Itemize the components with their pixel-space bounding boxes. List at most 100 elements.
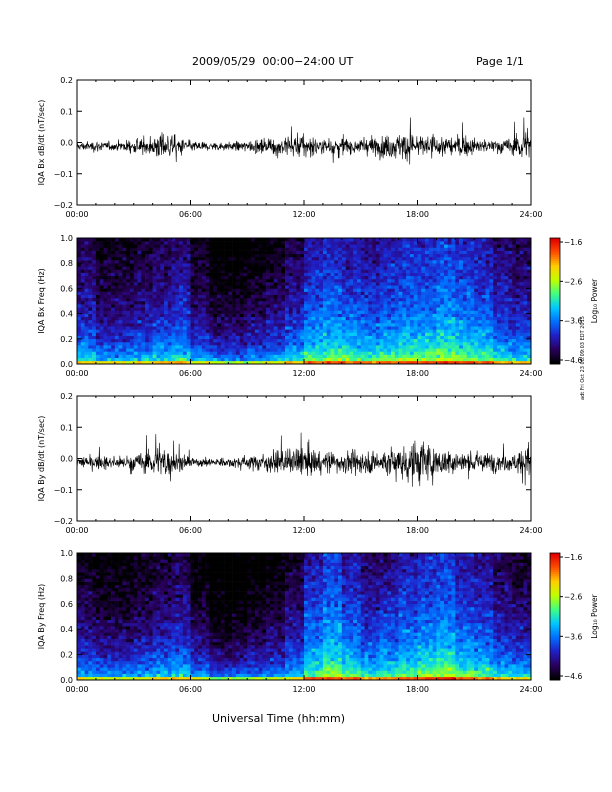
spectrogram-cell [315,354,320,358]
spectrogram-cell [273,319,278,324]
spectrogram-cell [368,238,373,242]
spectrogram-cell [296,263,301,267]
spectrogram-cell [216,310,222,314]
spectrogram-cell [277,323,282,327]
spectrogram-cell [394,316,399,321]
spectrogram-cell [504,313,509,318]
spectrogram-cell [368,360,373,365]
spectrogram-cell [273,291,278,295]
spectrogram-cell [148,335,153,340]
spectrogram-cell [160,335,165,340]
spectrogram-cell [500,335,505,340]
spectrogram-cell [387,247,392,251]
spectrogram-cell [201,282,206,286]
spectrogram-cell [489,269,494,273]
spectrogram-cell [368,266,373,270]
spectrogram-cell [319,341,324,346]
spectrogram-cell [84,291,89,295]
spectrogram-cell [504,256,509,261]
spectrogram-cell [413,256,418,261]
spectrogram-cell [379,266,384,270]
spectrogram-cell [243,275,248,280]
spectrogram-cell [118,253,123,258]
spectrogram-cell [111,335,116,340]
spectrogram-cell [254,313,259,318]
spectrogram-cell [485,357,490,362]
spectrogram-cell [126,345,131,349]
spectrogram-cell [235,238,240,242]
spectrogram-cell [421,319,426,324]
spectrogram-cell [319,360,324,365]
spectrogram-cell [512,241,517,245]
spectrogram-cell [481,341,486,346]
spectrogram-cell [319,351,324,355]
spectrogram-cell [133,260,138,264]
spectrogram-cell [175,294,180,299]
spectrogram-cell [500,291,505,295]
spectrogram-cell [80,285,85,289]
spectrogram-cell [114,247,119,251]
spectrogram-cell [425,253,430,258]
spectrogram-cell [273,250,278,255]
spectrogram-cell [107,323,112,327]
spectrogram-cell [129,329,135,333]
spectrogram-cell [478,338,483,343]
spectrogram-cell [228,326,233,330]
spectrogram-cell [103,297,108,302]
spectrogram-cell [523,341,528,346]
spectrogram-cell [474,297,479,302]
spectrogram-cell [364,310,369,314]
spectrogram-cell [133,241,138,245]
spectrogram-cell [478,260,483,264]
spectrogram-cell [432,256,437,261]
spectrogram-cell [341,269,346,273]
spectrogram-cell [523,288,528,292]
spectrogram-cell [114,260,119,264]
spectrogram-cell [103,357,108,362]
spectrogram-cell [500,294,505,299]
spectrogram-cell [406,285,411,289]
spectrogram-cell [186,297,191,302]
spectrogram-cell [111,329,116,333]
spectrogram-cell [341,310,346,314]
spectrogram-cell [133,269,138,273]
spectrogram-cell [99,285,104,289]
spectrogram-cell [137,253,142,258]
spectrogram-cell [118,238,123,242]
spectrogram-cell [504,263,509,267]
spectrogram-cell [77,250,82,255]
spectrogram-cell [500,326,505,330]
spectrogram-cell [198,335,203,340]
spectrogram-cell [474,313,479,318]
spectrogram-cell [356,238,362,242]
spectrogram-cell [152,266,157,270]
spectrogram-cell [356,301,362,305]
spectrogram-cell [80,282,85,286]
spectrogram-cell [262,332,267,336]
spectrogram-cell [345,332,350,336]
spectrogram-cell [443,256,449,261]
spectrogram-cell [152,291,157,295]
spectrogram-cell [254,260,259,264]
spectrogram-cell [356,357,362,362]
spectrogram-cell [148,269,153,273]
spectrogram-cell [224,360,229,365]
spectrogram-cell [243,323,248,327]
spectrogram-cell [292,345,297,349]
spectrogram-cell [148,253,153,258]
spectrogram-cell [232,338,237,343]
spectrogram-cell [364,294,369,299]
spectrogram-cell [300,323,305,327]
spectrogram-cell [190,266,195,270]
spectrogram-cell [224,319,229,324]
spectrogram-cell [216,360,222,365]
spectrogram-cell [224,316,229,321]
spectrogram-cell [111,345,116,349]
spectrogram-cell [387,360,392,365]
spectrogram-cell [152,360,157,365]
spectrogram-cell [508,301,513,305]
spectrogram-cell [372,329,377,333]
panel-2-axes: 00:00 06:00 12:00 18:00 24:001.00.80.60.40.2… [37,234,543,378]
spectrogram-cell [447,272,452,277]
spectrogram-cell [364,316,369,321]
